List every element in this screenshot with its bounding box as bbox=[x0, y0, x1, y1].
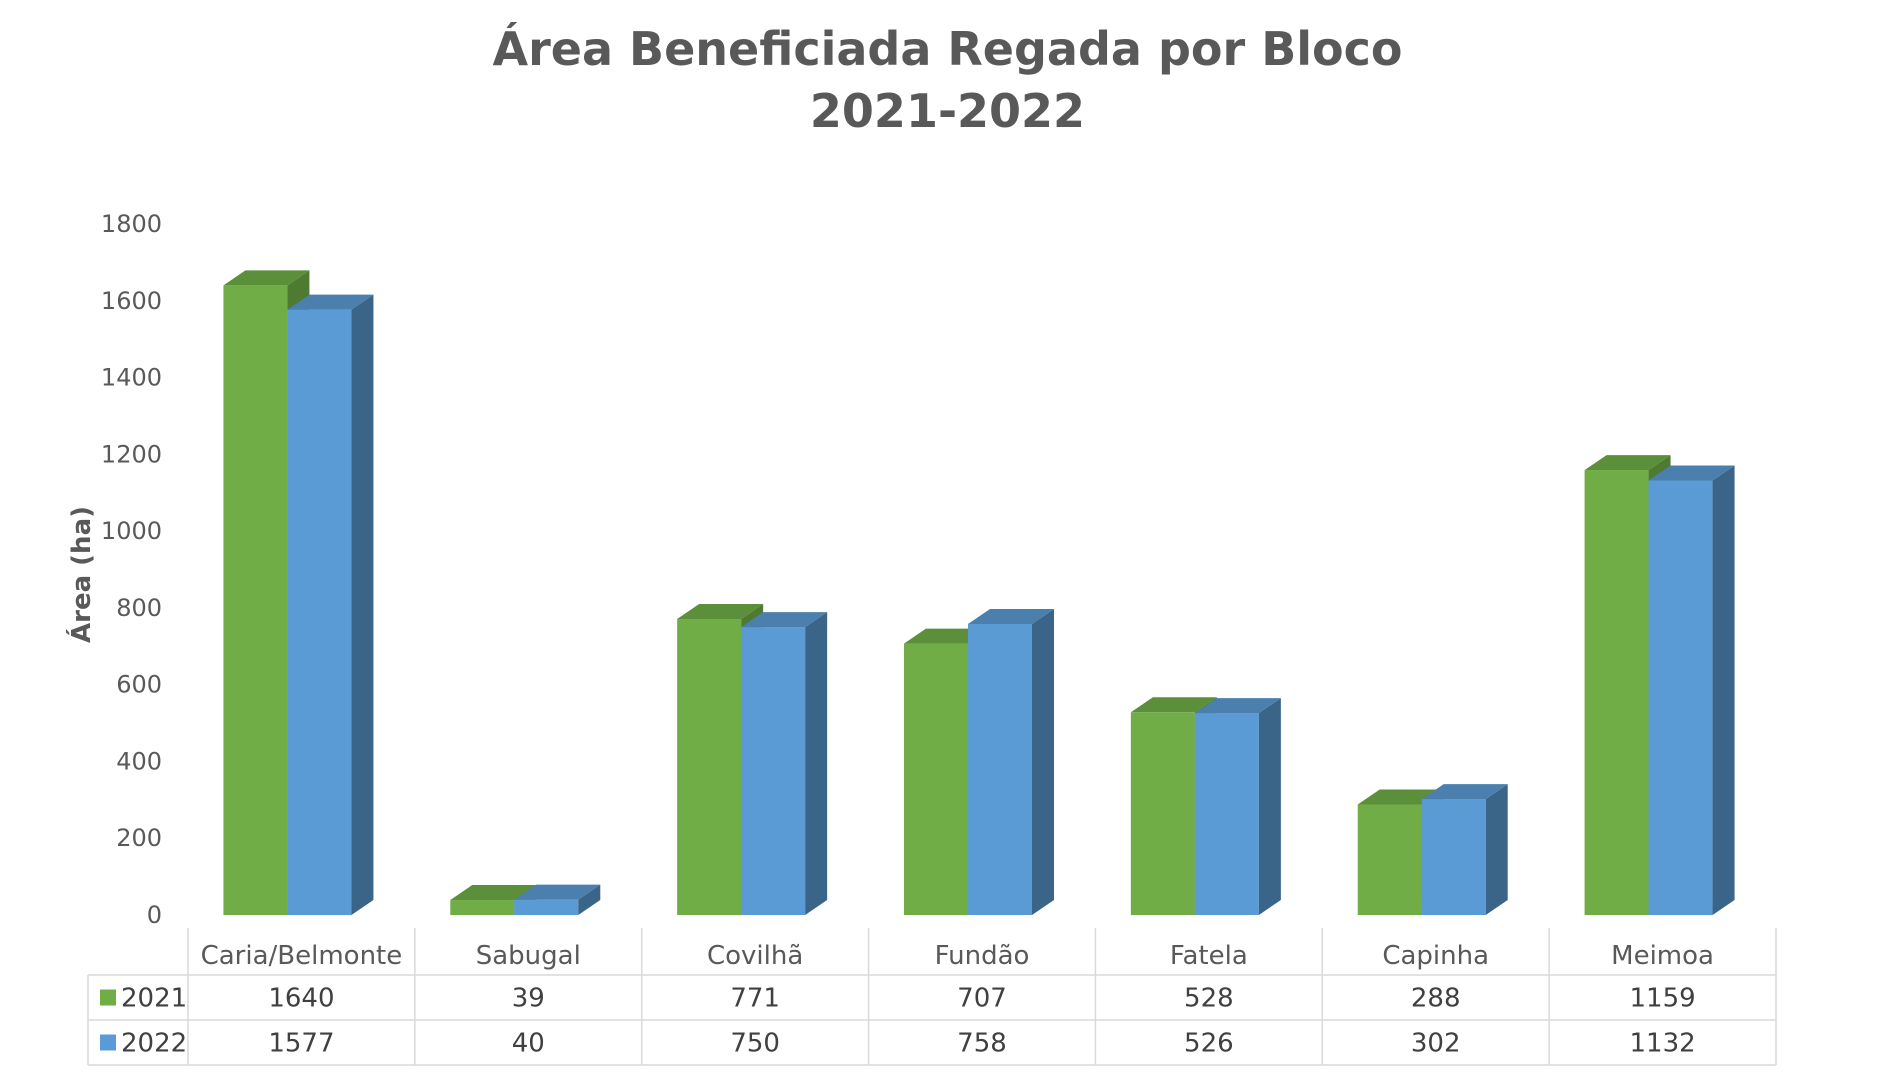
bar-side-2022 bbox=[805, 612, 828, 915]
y-tick-label: 1000 bbox=[101, 517, 162, 545]
bar-side-2022 bbox=[1032, 609, 1054, 915]
bar-side-2022 bbox=[351, 294, 374, 916]
bar-side-2022 bbox=[578, 884, 601, 915]
legend-swatch-2021 bbox=[100, 989, 116, 1006]
y-tick-label: 1800 bbox=[101, 210, 162, 238]
data-value: 771 bbox=[730, 984, 780, 1014]
y-tick-label: 600 bbox=[116, 671, 162, 699]
data-value: 1577 bbox=[268, 1029, 334, 1059]
category-label: Capinha bbox=[1382, 941, 1489, 971]
bar-front-2022 bbox=[1194, 713, 1259, 915]
data-value: 707 bbox=[957, 984, 1007, 1014]
data-value: 288 bbox=[1411, 984, 1461, 1014]
y-axis-label: Área (ha) bbox=[65, 506, 97, 643]
bar-front-2021 bbox=[223, 285, 288, 915]
y-tick-label: 0 bbox=[147, 901, 162, 929]
bar-top-2022 bbox=[514, 884, 601, 900]
bar-top-2021 bbox=[1130, 697, 1217, 713]
category-label: Fundão bbox=[935, 941, 1030, 971]
category-label: Fatela bbox=[1170, 941, 1248, 971]
data-value: 750 bbox=[730, 1029, 780, 1059]
bar-side-2022 bbox=[1258, 698, 1281, 915]
bar-front-2022 bbox=[741, 627, 806, 915]
bar-side-2022 bbox=[1485, 784, 1508, 915]
category-label: Covilhã bbox=[707, 941, 803, 971]
bar-side-2022 bbox=[1712, 465, 1735, 915]
legend-swatch-2022 bbox=[100, 1034, 116, 1051]
bar-top-2021 bbox=[223, 270, 310, 286]
bar-front-2022 bbox=[287, 309, 352, 916]
data-value: 758 bbox=[957, 1029, 1007, 1059]
category-label: Meimoa bbox=[1611, 941, 1714, 971]
bar-top-2021 bbox=[450, 885, 537, 901]
data-value: 302 bbox=[1411, 1029, 1461, 1059]
bar-top-2022 bbox=[1648, 465, 1735, 481]
y-tick-label: 200 bbox=[116, 824, 162, 852]
bar-front-2021 bbox=[1584, 470, 1649, 915]
data-value: 528 bbox=[1184, 984, 1234, 1014]
bar-top-2022 bbox=[741, 612, 828, 628]
bar-front-2022 bbox=[968, 624, 1032, 915]
bar-front-2021 bbox=[677, 619, 742, 915]
legend-label: 2022 bbox=[121, 1029, 187, 1059]
data-value: 526 bbox=[1184, 1029, 1234, 1059]
data-value: 40 bbox=[512, 1029, 545, 1059]
y-tick-label: 800 bbox=[116, 594, 162, 622]
bar-top-2022 bbox=[1194, 698, 1281, 714]
chart-title: Área Beneficiada Regada por Bloco bbox=[492, 22, 1403, 76]
bar-front-2022 bbox=[514, 899, 579, 915]
category-label: Sabugal bbox=[476, 941, 581, 971]
y-tick-label: 1400 bbox=[101, 364, 162, 392]
data-value: 39 bbox=[512, 984, 545, 1014]
data-value: 1640 bbox=[268, 984, 334, 1014]
data-value: 1159 bbox=[1629, 984, 1695, 1014]
bar-front-2022 bbox=[1421, 799, 1486, 915]
bar-front-2021 bbox=[1130, 712, 1195, 915]
data-value: 1132 bbox=[1629, 1029, 1695, 1059]
y-tick-label: 1600 bbox=[101, 287, 162, 315]
legend-label: 2021 bbox=[121, 984, 187, 1014]
bar-front-2021 bbox=[450, 900, 515, 915]
category-label: Caria/Belmonte bbox=[201, 941, 403, 971]
bar-front-2022 bbox=[1648, 480, 1713, 915]
bar-front-2021 bbox=[904, 643, 968, 915]
chart-subtitle: 2021-2022 bbox=[809, 84, 1086, 138]
bar-top-2022 bbox=[968, 609, 1054, 625]
bar-top-2022 bbox=[1421, 784, 1508, 800]
bar-top-2022 bbox=[287, 294, 374, 310]
bar-front-2021 bbox=[1357, 804, 1422, 915]
bar-top-2021 bbox=[1584, 455, 1671, 471]
bar-top-2021 bbox=[677, 604, 764, 620]
y-tick-label: 1200 bbox=[101, 440, 162, 468]
y-tick-label: 400 bbox=[116, 747, 162, 775]
